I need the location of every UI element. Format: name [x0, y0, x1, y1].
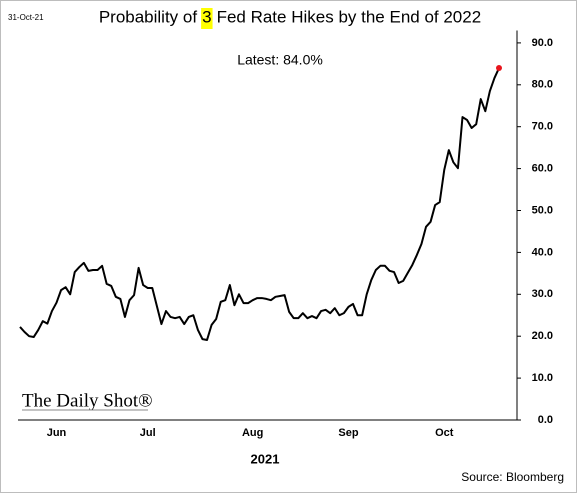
y-tick-label: 60.0: [532, 163, 553, 175]
title-highlight: [201, 8, 213, 29]
annotation: Latest: 84.0%: [237, 52, 323, 68]
y-tick-label: 80.0: [532, 79, 553, 91]
x-tick-label: Sep: [338, 427, 358, 439]
x-tick-label: Jul: [140, 427, 156, 439]
latest-point: [496, 65, 502, 72]
y-tick-label: 70.0: [532, 121, 553, 133]
y-tick-label: 20.0: [532, 330, 553, 342]
date-stamp: 31-Oct-21: [8, 13, 44, 22]
y-tick-label: 50.0: [532, 204, 553, 216]
chart-title: Probability of 3 Fed Rate Hikes by the End…: [99, 7, 481, 29]
logo: The Daily Shot®: [22, 390, 153, 411]
line-series: [19, 67, 500, 341]
y-tick-label: 0.0: [538, 414, 553, 426]
x-axis-label: 2021: [251, 451, 280, 466]
y-tick-label: 30.0: [532, 288, 553, 300]
y-tick-label: 90.0: [532, 37, 553, 49]
y-tick-label: 10.0: [532, 372, 553, 384]
x-tick-label: Oct: [435, 427, 454, 439]
y-tick-label: 40.0: [532, 246, 553, 258]
x-tick-label: Jun: [47, 427, 67, 439]
title-part: 3: [202, 7, 211, 26]
title-part: Fed Rate Hikes by the End of 2022: [217, 7, 482, 26]
title-part: Probability of: [99, 7, 198, 26]
source: Source: Bloomberg: [461, 470, 564, 484]
x-tick-label: Aug: [242, 427, 263, 439]
